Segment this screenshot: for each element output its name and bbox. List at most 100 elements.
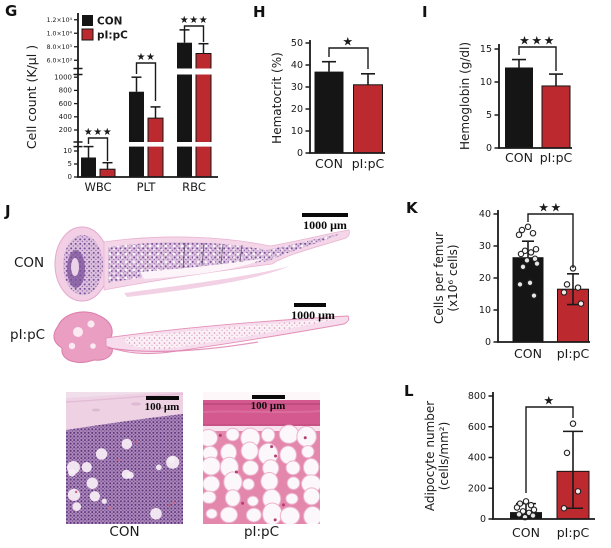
adipocyte-cell — [260, 427, 276, 443]
panel-label-i: I — [422, 3, 428, 21]
data-point — [515, 231, 523, 239]
marrow-spot — [117, 458, 120, 462]
y-tick-label: 1.0×10⁴ — [47, 30, 73, 37]
marrow-vacuole — [86, 477, 98, 489]
adipocyte-cell — [302, 457, 320, 477]
y-axis-label: Cell count (K/μl ) — [24, 45, 39, 149]
adipocyte-cell — [301, 445, 315, 459]
marrow-spot — [109, 506, 112, 510]
bar-WBC-pI:pC — [99, 168, 116, 178]
significance-stars: ★★★ — [519, 34, 556, 48]
adipocyte-cell — [246, 495, 259, 507]
data-point — [533, 260, 541, 267]
femur-row-label-pipc: pI:pC — [10, 327, 46, 343]
data-point — [523, 257, 531, 264]
bar-CON — [314, 71, 344, 153]
significance-stars: ★★ — [137, 52, 156, 63]
scale-bar-pipc-femur — [294, 303, 326, 307]
y-tick-label: 6.0×10³ — [47, 57, 73, 64]
cortical-bone-band — [66, 392, 183, 430]
bar-PLT-CON — [129, 91, 144, 177]
y-axis-label: (x10⁶ cells) — [446, 244, 460, 311]
significance-bracket — [183, 25, 205, 42]
y-tick-label: 1.2×10⁴ — [47, 17, 73, 24]
bar-WBC-CON — [81, 157, 96, 177]
marrow-vacuole — [67, 488, 81, 501]
y-tick-label: 40 — [479, 209, 491, 220]
significance-stars: ★ — [543, 394, 555, 408]
adipocyte-cell — [296, 425, 317, 448]
significance-stars: ★★★ — [84, 127, 112, 138]
y-tick-label: 5 — [68, 160, 72, 168]
y-tick-label: 400 — [468, 453, 486, 464]
data-point — [529, 229, 537, 237]
significance-bracket — [135, 62, 157, 101]
x-category-label: WBC — [84, 180, 111, 194]
y-tick-label: 10 — [63, 147, 72, 155]
adipocyte-cell — [203, 490, 217, 504]
adipocyte-cell — [303, 506, 320, 524]
x-category-label: CON — [505, 150, 533, 165]
x-category-label: pI:pC — [557, 525, 590, 540]
y-axis-label: Hemoglobin (g/dl) — [458, 42, 472, 150]
marrow-vacuole — [150, 507, 162, 520]
panel-label-k: K — [406, 199, 418, 217]
significance-stars: ★★ — [538, 201, 563, 215]
legend-swatch-con — [82, 15, 93, 26]
marrow-spot — [172, 501, 176, 504]
panel-label-g: G — [5, 2, 18, 20]
scale-bar-text-pipc-femur: 1000 μm — [291, 308, 335, 322]
adipocyte-cell — [279, 506, 301, 524]
con-femur-histology-image — [54, 226, 350, 302]
scale-bar-con-inset — [146, 396, 179, 400]
y-tick-label: 8.0×10³ — [47, 44, 73, 51]
stromal-spot — [274, 454, 278, 458]
y-tick-label: 30 — [291, 82, 303, 93]
significance-bracket — [518, 46, 557, 71]
stromal-spot — [241, 501, 245, 505]
y-tick-label: 800 — [59, 87, 72, 95]
data-point — [560, 504, 568, 512]
y-tick-label: 600 — [59, 100, 72, 108]
inset-label-con: CON — [109, 524, 140, 540]
y-tick-label: 15 — [480, 44, 492, 55]
data-point — [574, 284, 582, 291]
significance-bracket — [87, 137, 109, 161]
adipocyte-cell — [242, 478, 255, 491]
hematocrit-bar-chart: CON pI:pC 0 10 20 30 40 50 ★ Hematocrit (%) — [270, 35, 385, 171]
significance-bracket — [328, 47, 369, 69]
data-point — [532, 245, 540, 253]
adipocyte-cell — [303, 487, 320, 506]
adipocyte-cell — [203, 429, 218, 447]
marrow-vacuole — [101, 498, 107, 504]
data-point — [516, 281, 524, 288]
adipocyte-cell — [278, 424, 300, 444]
y-tick-label: 50 — [291, 38, 303, 49]
scale-bar-pipc-inset — [252, 395, 285, 399]
bar-PLT-pI:pC — [147, 117, 164, 178]
data-point — [515, 511, 523, 518]
scale-bar-con-femur — [302, 213, 348, 217]
data-point — [524, 223, 532, 231]
adipocyte-region — [203, 424, 320, 524]
marrow-vacuole — [155, 464, 162, 471]
marrow-vacuole — [168, 456, 175, 463]
y-tick-label: 0 — [297, 148, 303, 159]
x-category-label: pI:pC — [540, 150, 573, 165]
y-tick-label: 0 — [480, 514, 486, 525]
stromal-spot — [273, 518, 277, 522]
stromal-spot — [234, 470, 238, 474]
marrow-spot — [168, 503, 171, 507]
adipocyte-cell — [285, 460, 301, 476]
pipc-femur-histology-image — [53, 311, 350, 363]
femur-row-label-con: CON — [14, 255, 45, 271]
y-tick-label: 400 — [59, 113, 72, 121]
y-tick-label: 600 — [468, 422, 486, 433]
data-point — [569, 420, 577, 427]
data-point — [522, 498, 530, 505]
data-point — [518, 226, 526, 234]
significance-bracket — [525, 406, 574, 493]
y-axis-label: Hematocrit (%) — [270, 52, 284, 144]
x-category-label: PLT — [137, 180, 157, 194]
